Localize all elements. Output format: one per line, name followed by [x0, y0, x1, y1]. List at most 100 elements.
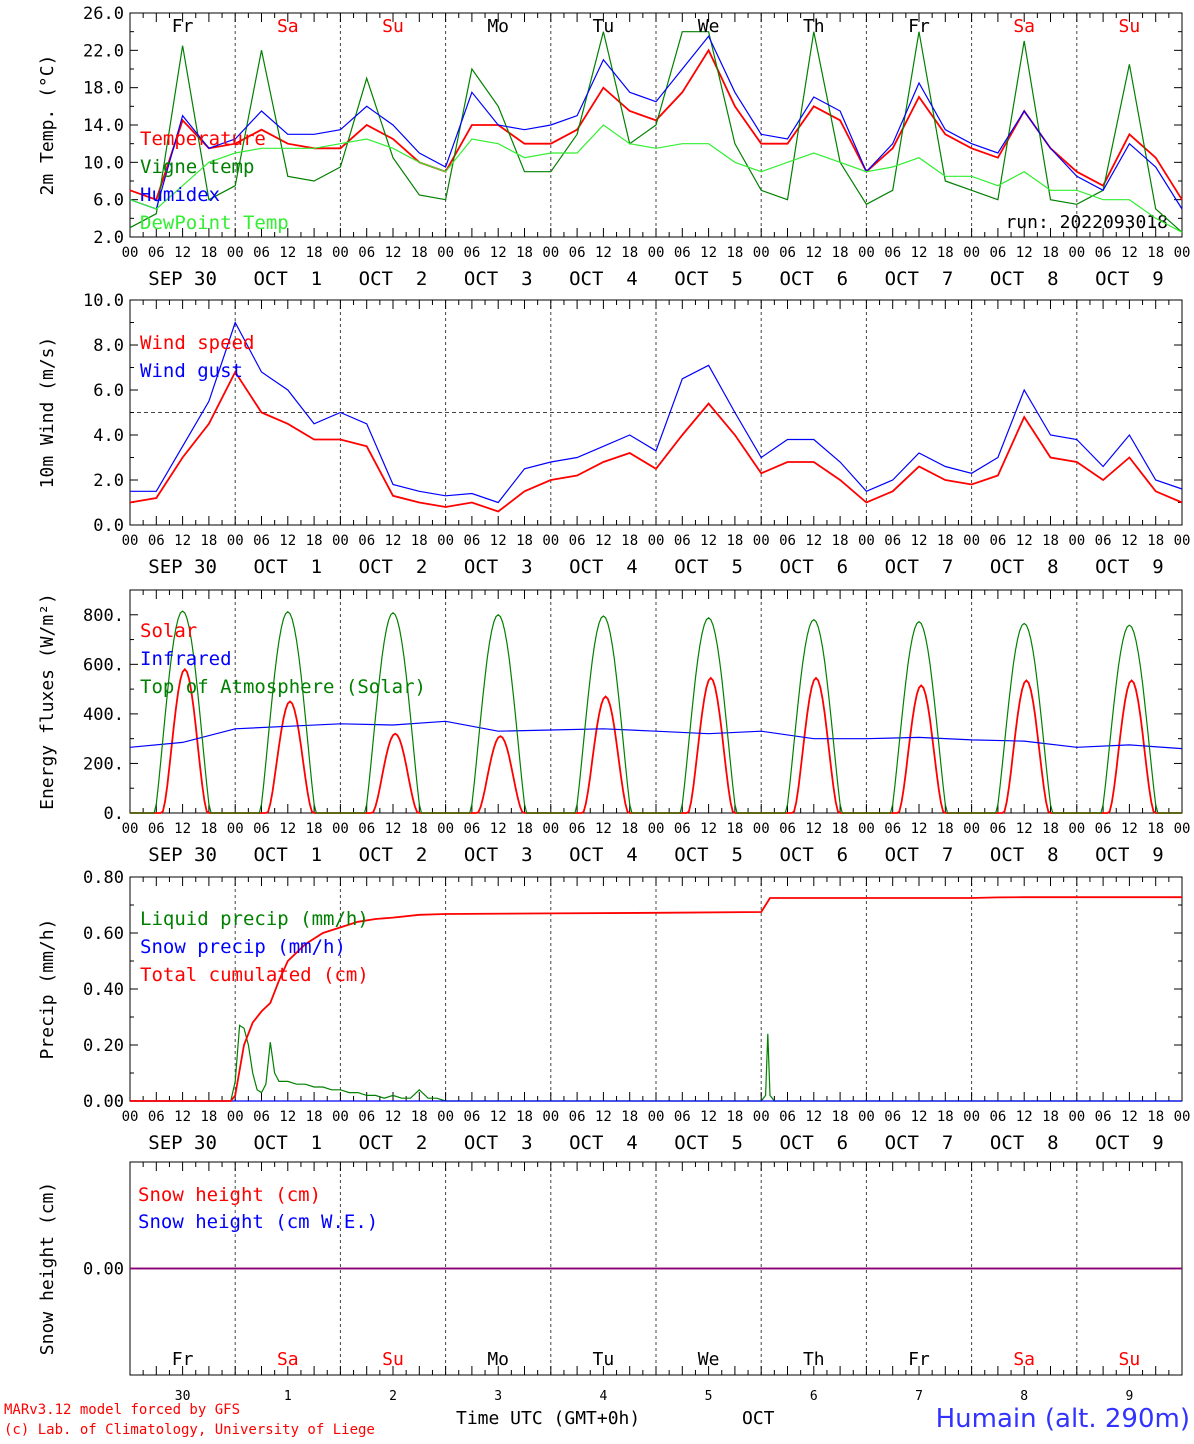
hour-tick-label: 12 — [805, 821, 822, 837]
series-line-wind-gust — [130, 320, 1183, 504]
legend-entry: Snow height (cm W.E.) — [138, 1211, 378, 1233]
legend-entry: DewPoint Temp — [140, 212, 289, 234]
hour-tick-label: 00 — [753, 1109, 770, 1125]
series-line-dewpoint-temp — [129, 124, 1183, 233]
date-label: OCT 7 — [885, 1132, 954, 1154]
hour-tick-label: 00 — [753, 245, 770, 261]
hour-tick-label: 12 — [490, 1109, 507, 1125]
hour-tick-label: 06 — [148, 1109, 165, 1125]
date-label: OCT 1 — [253, 268, 322, 290]
day-abbr: We — [698, 16, 720, 37]
hour-tick-label: 18 — [1042, 821, 1059, 837]
hour-tick-label: 12 — [1016, 1109, 1033, 1125]
hour-tick-label: 06 — [779, 533, 796, 549]
day-abbr: Th — [803, 1349, 825, 1370]
hour-tick-label: 18 — [411, 821, 428, 837]
hour-tick-label: 00 — [1174, 533, 1191, 549]
legend-entry: Temperature — [140, 128, 266, 150]
hour-tick-label: 12 — [174, 1109, 191, 1125]
station-label: Humain (alt. 290m) — [936, 1404, 1190, 1434]
hour-tick-label: 00 — [332, 821, 349, 837]
hour-tick-label: 00 — [1068, 821, 1085, 837]
date-label: OCT 9 — [1095, 1132, 1164, 1154]
hour-tick-label: 12 — [1016, 821, 1033, 837]
y-tick-label: 0. — [104, 804, 124, 824]
hour-tick-label: 06 — [884, 1109, 901, 1125]
hour-tick-label: 12 — [385, 245, 402, 261]
hour-tick-label: 00 — [122, 245, 139, 261]
hour-tick-label: 00 — [648, 533, 665, 549]
hour-tick-label: 06 — [1095, 821, 1112, 837]
hour-tick-label: 12 — [805, 533, 822, 549]
y-axis-label: 2m Temp. (°C) — [37, 55, 58, 196]
hour-tick-label: 18 — [306, 1109, 323, 1125]
hour-tick-label: 00 — [753, 533, 770, 549]
hour-tick-label: 18 — [1147, 245, 1164, 261]
hour-tick-label: 18 — [411, 1109, 428, 1125]
hour-tick-label: 12 — [700, 821, 717, 837]
hour-tick-label: 00 — [963, 245, 980, 261]
y-tick-label: 200. — [83, 754, 124, 774]
y-tick-label: 10.0 — [83, 153, 124, 173]
date-label: OCT 5 — [674, 556, 743, 578]
hour-tick-label: 00 — [858, 821, 875, 837]
date-label: OCT 8 — [990, 844, 1059, 866]
hour-tick-label: 18 — [516, 533, 533, 549]
y-tick-label: 2.0 — [93, 471, 124, 491]
day-abbr: Fr — [172, 16, 194, 37]
hour-tick-label: 18 — [1147, 821, 1164, 837]
hour-tick-label: 06 — [358, 533, 375, 549]
date-label: OCT 3 — [464, 844, 533, 866]
y-tick-label: 0.40 — [83, 980, 124, 1000]
day-abbr: Tu — [593, 16, 615, 37]
y-tick-label: 6.0 — [93, 381, 124, 401]
hour-tick-label: 00 — [122, 821, 139, 837]
hour-tick-label: 18 — [621, 533, 638, 549]
hour-tick-label: 06 — [358, 821, 375, 837]
hour-tick-label: 00 — [542, 245, 559, 261]
date-label: OCT 2 — [359, 844, 428, 866]
hour-tick-label: 00 — [437, 245, 454, 261]
series-line-vigne-temp — [129, 31, 1183, 233]
day-abbr: Sa — [277, 16, 299, 37]
hour-tick-label: 12 — [174, 245, 191, 261]
day-abbr: Sa — [1013, 16, 1035, 37]
hour-tick-label: 06 — [989, 1109, 1006, 1125]
day-number: 4 — [599, 1389, 607, 1404]
date-label: OCT 9 — [1095, 844, 1164, 866]
hour-tick-label: 06 — [463, 821, 480, 837]
hour-tick-label: 12 — [1016, 245, 1033, 261]
date-label: OCT 1 — [253, 1132, 322, 1154]
hour-tick-label: 00 — [753, 821, 770, 837]
y-tick-label: 26.0 — [83, 4, 124, 24]
date-label: OCT 3 — [464, 268, 533, 290]
hour-tick-label: 00 — [858, 245, 875, 261]
date-label: SEP 30 — [148, 1132, 217, 1154]
day-abbr: Sa — [1013, 1349, 1035, 1370]
hour-tick-label: 18 — [1042, 245, 1059, 261]
hour-tick-label: 00 — [227, 1109, 244, 1125]
y-tick-label: 2.0 — [93, 228, 124, 248]
hour-tick-label: 06 — [358, 245, 375, 261]
hour-tick-label: 00 — [963, 1109, 980, 1125]
series-line-wind-speed — [129, 370, 1183, 513]
hour-tick-label: 06 — [674, 1109, 691, 1125]
day-number: 30 — [175, 1389, 191, 1404]
hour-tick-label: 00 — [542, 821, 559, 837]
hour-tick-label: 06 — [1095, 245, 1112, 261]
day-abbr: Sa — [277, 1349, 299, 1370]
hour-tick-label: 12 — [1121, 533, 1138, 549]
hour-tick-label: 00 — [1068, 245, 1085, 261]
day-abbr: Mo — [487, 16, 509, 37]
hour-tick-label: 06 — [674, 245, 691, 261]
hour-tick-label: 00 — [437, 533, 454, 549]
hour-tick-label: 12 — [700, 1109, 717, 1125]
hour-tick-label: 18 — [726, 821, 743, 837]
x-axis-label: Time UTC (GMT+0h) — [456, 1408, 640, 1429]
y-tick-label: 10.0 — [83, 291, 124, 311]
date-label: OCT 5 — [674, 1132, 743, 1154]
hour-tick-label: 06 — [989, 821, 1006, 837]
day-abbr: We — [698, 1349, 720, 1370]
hour-tick-label: 18 — [1147, 1109, 1164, 1125]
